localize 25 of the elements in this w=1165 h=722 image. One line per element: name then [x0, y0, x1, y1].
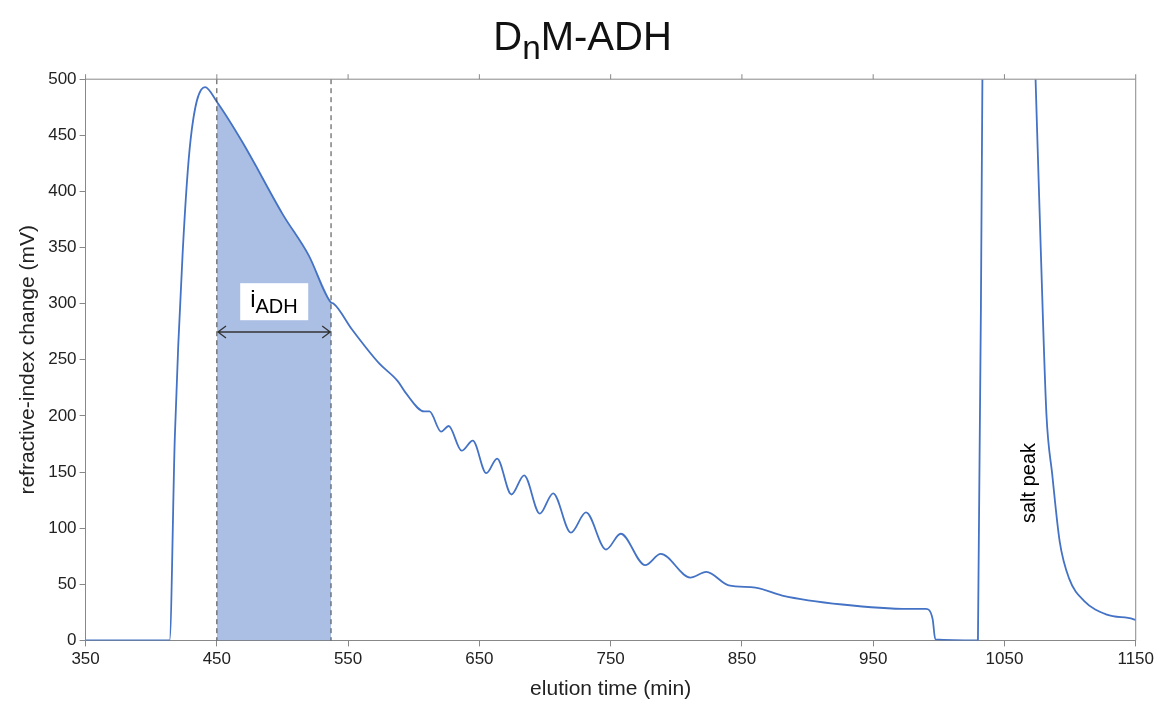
x-tick-label: 1150 — [1117, 649, 1154, 669]
y-tick-label: 100 — [48, 517, 77, 537]
y-tick-label: 150 — [48, 461, 77, 481]
chart-title: D$_{n}$M-ADH — [492, 13, 673, 66]
y-tick-label: 50 — [57, 573, 77, 593]
y-tick-label: 450 — [48, 125, 77, 145]
x-tick-label: 650 — [465, 649, 494, 669]
y-tick-label: 500 — [48, 68, 77, 88]
y-axis-title: refractive-index change (mV) — [15, 225, 39, 495]
x-tick-label: 350 — [71, 649, 100, 669]
x-tick-label: 1050 — [985, 649, 1024, 669]
y-tick-label: 0 — [67, 630, 77, 650]
x-tick-label: 750 — [596, 649, 625, 669]
x-tick-label: 550 — [333, 649, 363, 669]
x-axis-title: elution time (min) — [530, 676, 692, 700]
x-tick-label: 950 — [858, 649, 888, 669]
y-tick-label: 200 — [48, 405, 77, 425]
y-tick-label: 250 — [48, 349, 77, 369]
y-tick-label: 400 — [48, 181, 77, 201]
annotation: salt peak — [1016, 443, 1040, 524]
annotation: i$_{ADH}$ — [240, 282, 308, 320]
x-tick-label: 850 — [727, 649, 757, 669]
y-tick-label: 350 — [48, 237, 77, 257]
y-tick-label: 300 — [48, 293, 77, 313]
x-tick-label: 450 — [202, 649, 232, 669]
